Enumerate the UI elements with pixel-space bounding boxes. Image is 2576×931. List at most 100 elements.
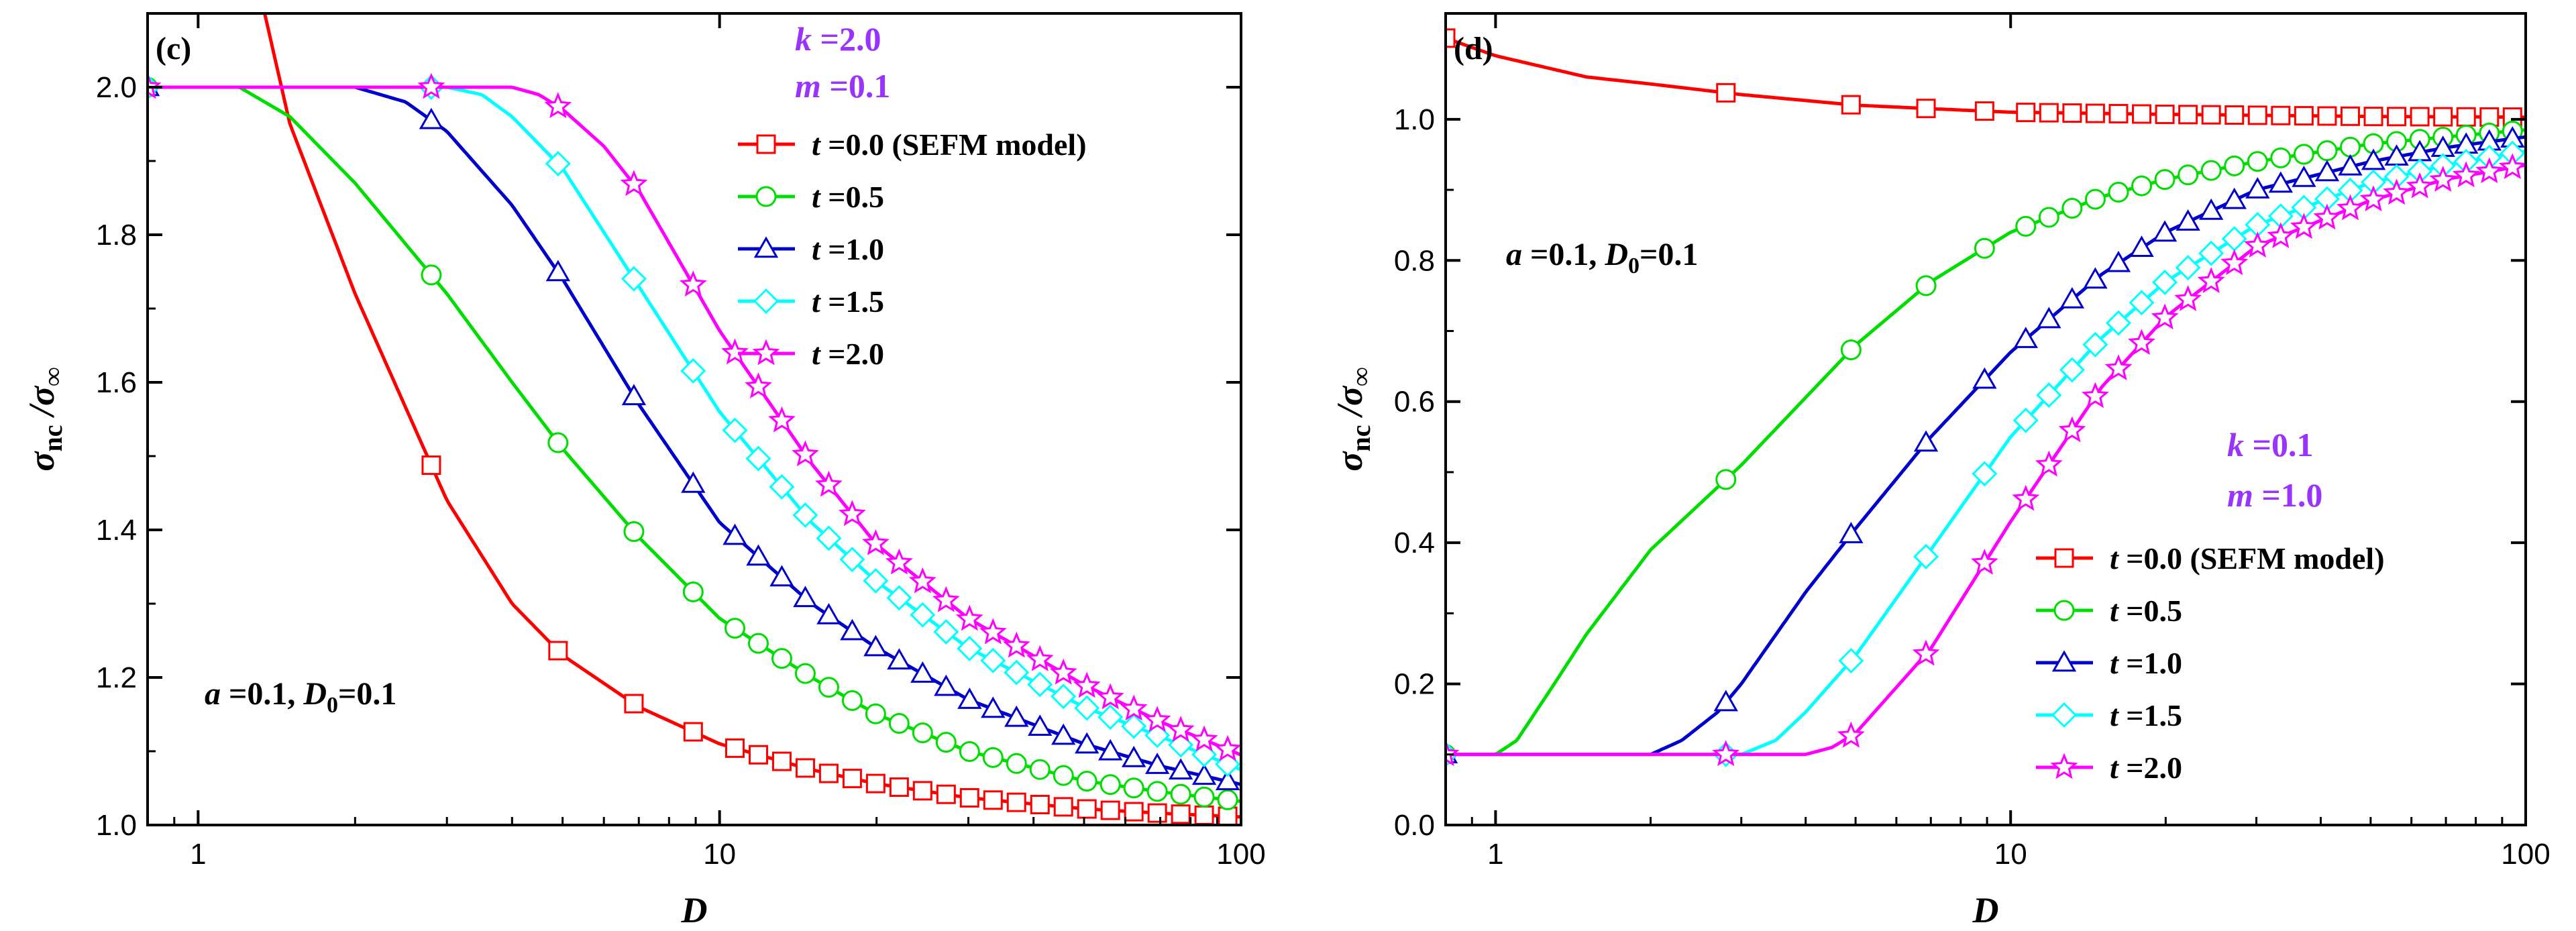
panel-d-series-3-point <box>1972 461 1998 487</box>
panel-c-series-4-point <box>768 406 796 433</box>
panel-d-series-0-point <box>1841 95 1861 115</box>
panel-c-series-4-point <box>1190 725 1218 752</box>
panel-d-series-4-point <box>1970 548 1998 575</box>
panel-c-series-1-point <box>1217 789 1238 810</box>
panel-c-series-4-point <box>1002 631 1030 658</box>
panel-d-series-1-point <box>2178 164 2199 186</box>
panel-c-series-4-point <box>1096 683 1124 710</box>
panel-c-series-3-point <box>1097 704 1124 730</box>
panel-d-legend-marker <box>2050 753 2078 779</box>
panel-d-legend-label: t =1.0 <box>2110 646 2182 680</box>
panel-c-series-4-point <box>814 470 843 497</box>
panel-c-series-2-point <box>1191 763 1217 785</box>
panel-d-series-4-point <box>2383 178 2410 205</box>
panel-d-series-1-point <box>2015 215 2037 237</box>
panel-d-legend-item: t =2.0 <box>2036 751 2182 785</box>
panel-d-series-4-point <box>2220 249 2249 276</box>
panel-d-series-1-point <box>2038 207 2059 228</box>
panel-c-series-3-point <box>980 647 1006 673</box>
panel-c-axes <box>146 12 1242 826</box>
panel-d-series-3-point <box>2012 407 2039 433</box>
panel-d-series-1-point <box>2293 144 2314 165</box>
panel-d-series-0-point <box>2317 106 2337 126</box>
panel-c-series-0-point <box>1124 802 1144 822</box>
panel-d-series-4-point <box>1837 721 1865 748</box>
panel-c-series-0-point <box>421 455 441 476</box>
panel-c-param-k: k =2.0 <box>795 20 881 58</box>
panel-c-legend-item: t =1.5 <box>738 284 884 319</box>
panel-c-series-3-point <box>886 585 912 611</box>
panel-c-y-tick-label: 1.0 <box>96 809 137 842</box>
panel-c-param-m: m =0.1 <box>795 67 890 105</box>
panel-d-series-0-point <box>1446 28 1456 48</box>
panel-c-series-0-point <box>842 769 862 789</box>
panel-c-series-1-point <box>935 732 957 753</box>
panel-c-series-line-3 <box>148 85 1241 771</box>
panel-d-series-4-point <box>1912 639 1940 666</box>
panel-d-series-1-point <box>2154 169 2176 190</box>
panel-d-series-2-point <box>2129 235 2154 257</box>
panel-d-series-0-point <box>2108 103 2129 123</box>
panel-d-ticks: 0.0 0.2 0.4 0.6 0.8 1.0 1 10 100 <box>1394 13 2551 871</box>
panel-c-series-markers-1 <box>148 76 1238 810</box>
panel-d-series-2-point <box>2198 198 2224 220</box>
panel-d-series-3-point <box>2198 240 2224 266</box>
panel-c-legend-item: t =0.5 <box>738 180 884 214</box>
panel-d-series-4-point <box>2290 213 2318 239</box>
panel-c-series-3-point <box>1168 732 1194 758</box>
panel-c-legend-marker <box>755 186 777 207</box>
panel-c-series-2-point <box>910 661 935 683</box>
panel-c-series-4-point <box>679 270 707 297</box>
panel-d-series-1-point <box>2084 188 2106 210</box>
panel-d-series-0-point <box>2201 105 2221 125</box>
panel-d-series-3-point <box>2221 226 2247 252</box>
panel-c-legend-marker <box>753 288 780 315</box>
panel-c-series-1-point <box>888 713 910 734</box>
panel-d-param-m: m =1.0 <box>2227 476 2322 514</box>
panel-d-series-1-point <box>1840 339 1862 361</box>
panel-c-series-4-point <box>620 170 648 197</box>
panel-d-series-2-point <box>1972 367 1997 389</box>
panel-c-series-0-point <box>1030 795 1050 815</box>
panel-c-series-2-point <box>981 696 1006 718</box>
panel-d-plot-frame <box>1444 12 2527 826</box>
panel-c-legend: t =0.0 (SEFM model) t =0.5 t =1.0 t =1.5 t =… <box>738 127 1087 371</box>
panel-c-series-4-point <box>544 92 572 119</box>
panel-c-series-1-point <box>724 618 746 639</box>
panel-d-series-3-point <box>2105 310 2131 336</box>
panel-d-series-4-point <box>1446 740 1460 767</box>
panel-d-series-1-point <box>2339 136 2361 158</box>
panel-d-series-line-2 <box>1446 135 2526 757</box>
panel-d-series-2-point <box>2292 165 2316 187</box>
panel-d-series-4-point <box>2012 484 2040 511</box>
panel-c-series-0-point <box>818 763 839 783</box>
panel-c-series-2-point <box>934 674 959 696</box>
panel-d-series-4-point <box>2174 285 2202 311</box>
panel-c-series-4-point <box>908 567 936 594</box>
panel-d-series-2-point <box>2013 327 2038 348</box>
panel-d-legend-marker <box>2053 600 2075 621</box>
panel-d-series-0-point <box>2387 107 2407 127</box>
panel-d-param-k: k =0.1 <box>2227 426 2314 463</box>
panel-c-series-3-point <box>1074 695 1100 721</box>
panel-c-series-3-point <box>1004 659 1030 686</box>
panel-d-legend-label: t =0.5 <box>2110 594 2182 628</box>
panel-d-series-3-point <box>2175 255 2201 281</box>
panel-c-series-2-point <box>419 107 444 129</box>
panel-d-series-3-point <box>1913 543 1939 569</box>
panel-c-plot-frame <box>146 12 1242 826</box>
panel-d-series-0-point <box>1716 83 1736 103</box>
panel-c-series-2-point <box>1121 745 1146 767</box>
panel-d-series-markers-0 <box>1446 28 2522 127</box>
panel-d-y-tick-label: 0.2 <box>1394 668 1435 701</box>
panel-c-series-3-point <box>1051 683 1077 710</box>
panel-d-series-3-point <box>2036 382 2062 408</box>
panel-d-series-0-point <box>2456 107 2476 127</box>
panel-c-series-3-point <box>839 547 865 573</box>
panel-c-series-1-point <box>623 521 645 543</box>
panel-d-series-4-point <box>2498 153 2526 180</box>
panel-d-legend-label: t =1.5 <box>2110 698 2182 732</box>
panel-d-series-3-point <box>2082 331 2108 358</box>
panel-c-series-0-point <box>1100 800 1120 820</box>
panel-c-series-3-point <box>1027 671 1053 698</box>
